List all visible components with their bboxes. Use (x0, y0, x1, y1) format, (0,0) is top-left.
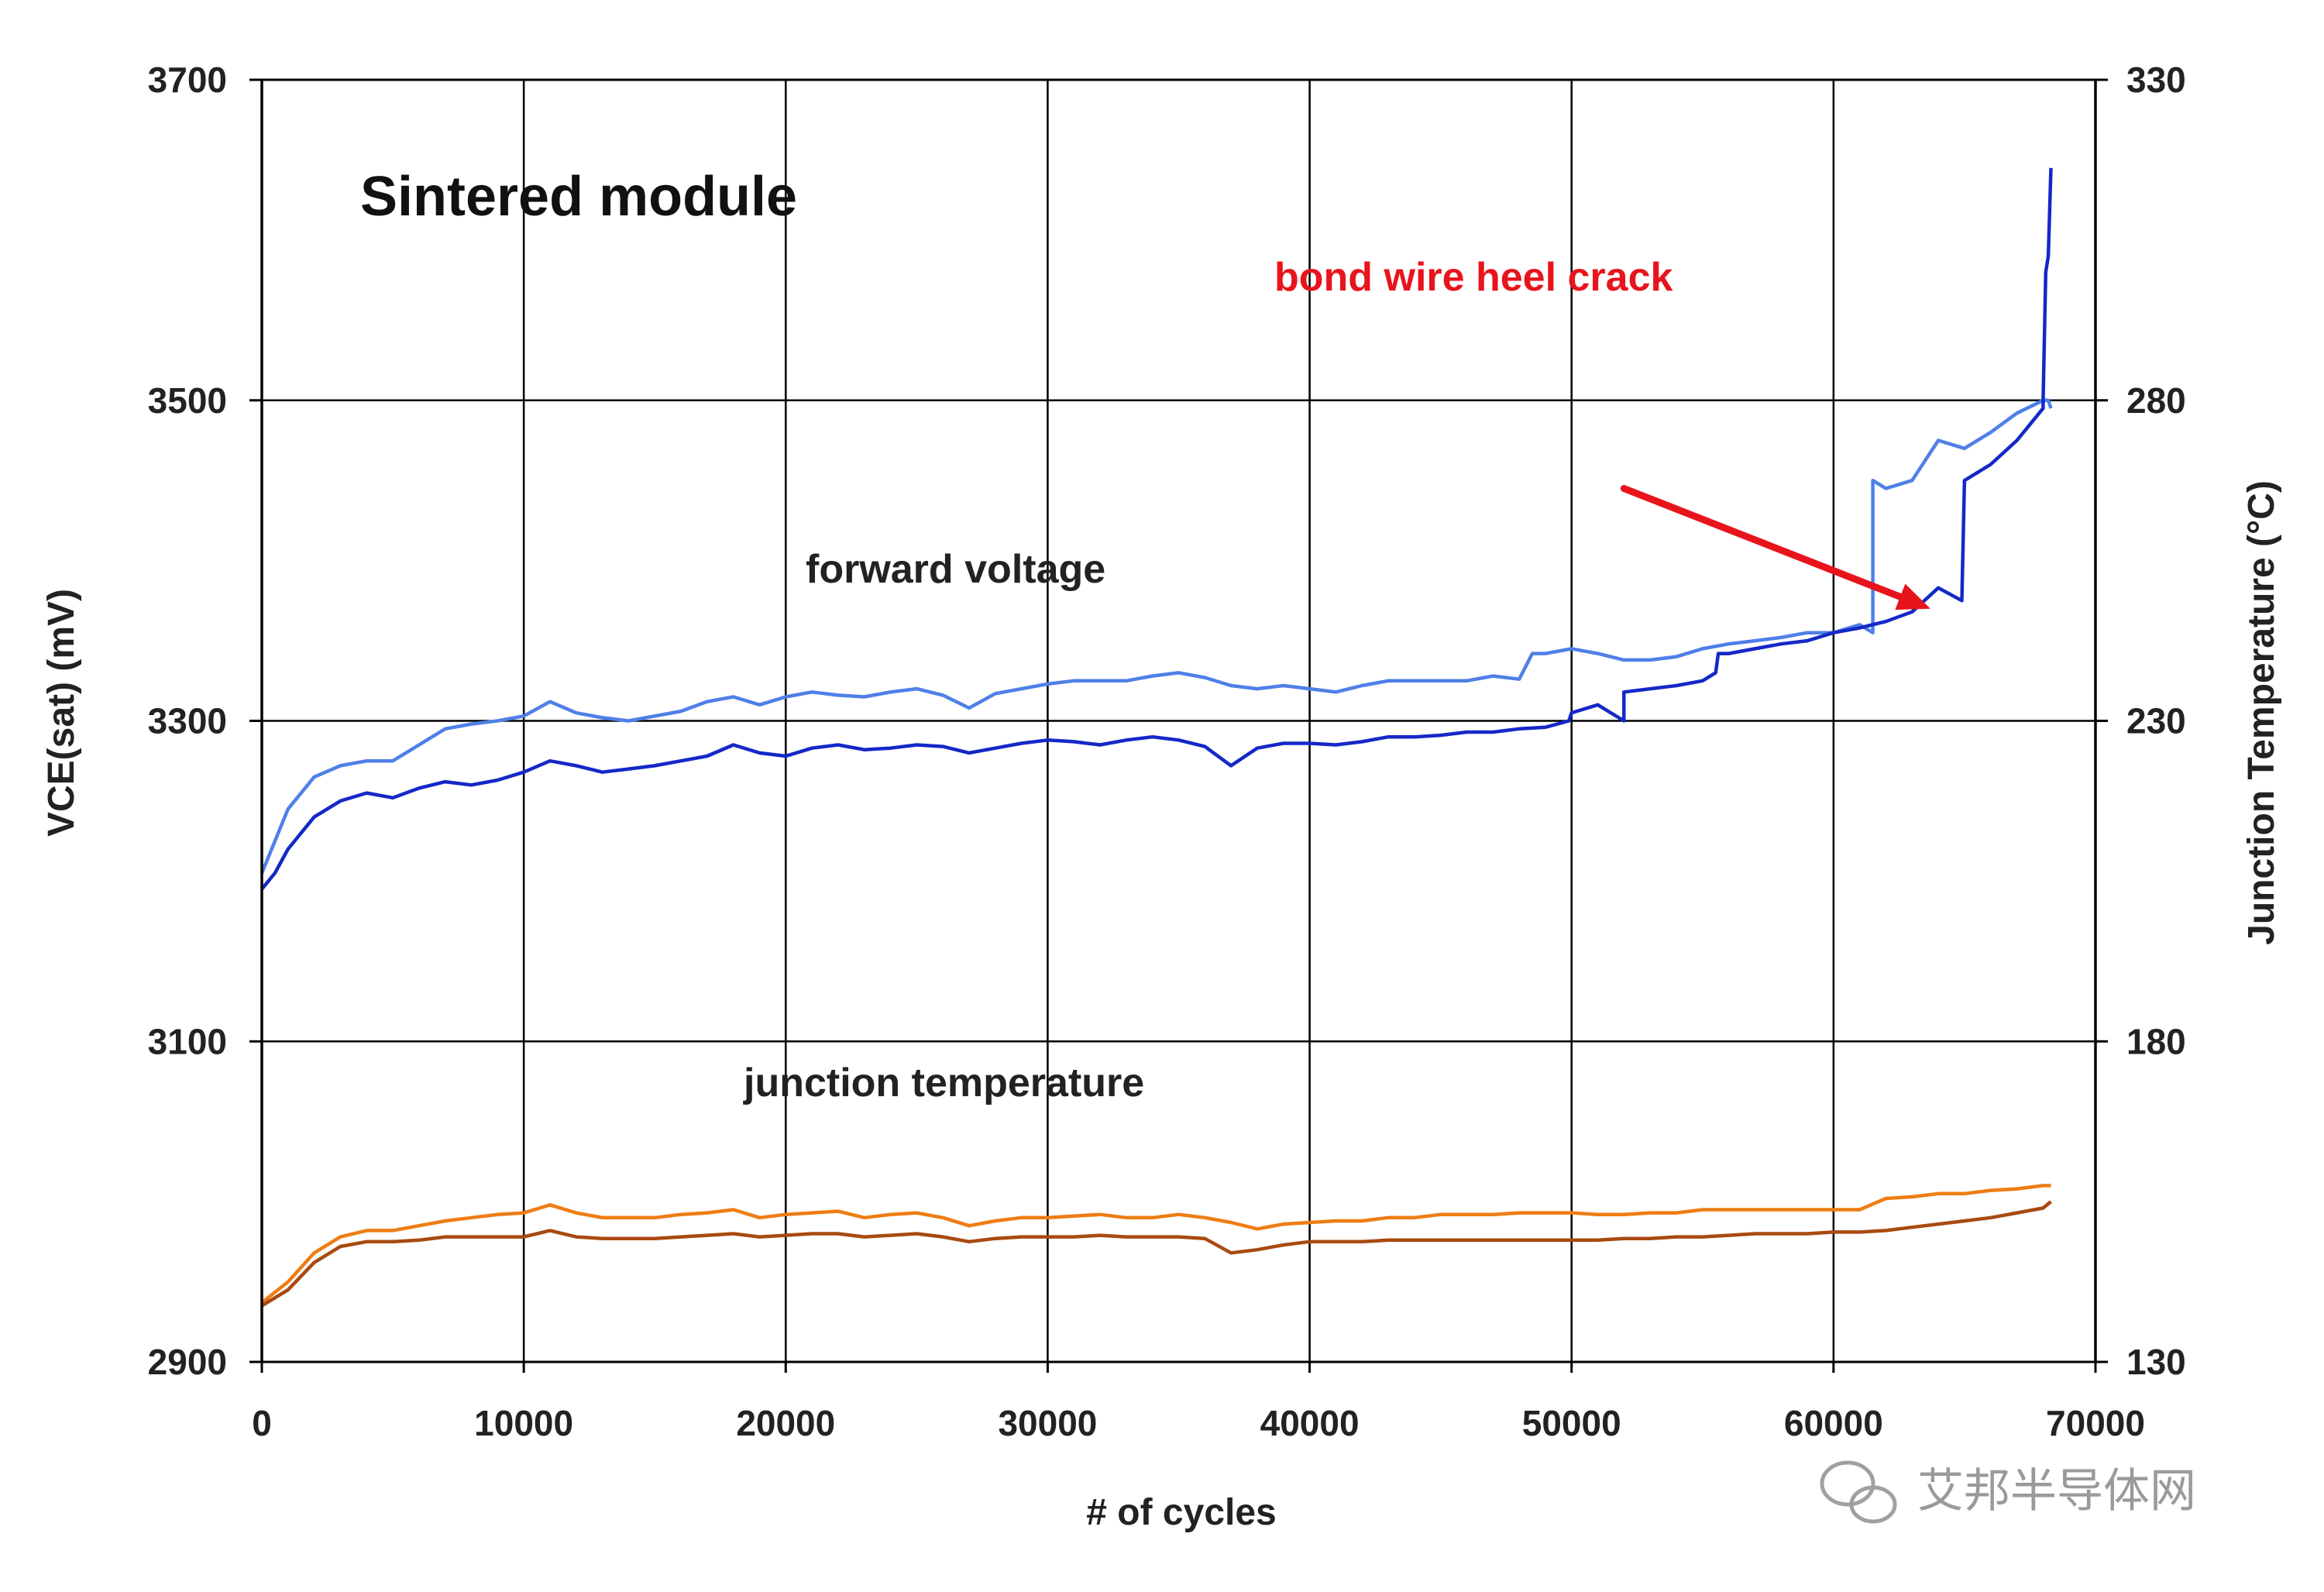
x-tick-label: 20000 (736, 1403, 835, 1443)
x-axis-title: # of cycles (1086, 1492, 1276, 1533)
y2-tick-label: 130 (2126, 1342, 2186, 1382)
axes (249, 78, 2108, 1373)
x-tick-label: 30000 (998, 1403, 1097, 1443)
chart-title: Sintered module (360, 166, 797, 228)
series-line-3 (260, 1200, 2052, 1308)
y2-axis-title: Junction Temperature (°C) (2241, 480, 2282, 945)
y-tick-label: 3500 (148, 380, 227, 421)
forward-voltage-label: forward voltage (806, 547, 1105, 592)
x-tick-label: 0 (252, 1403, 272, 1443)
y-tick-label: 3300 (148, 701, 227, 741)
bond-wire-annotation: bond wire heel crack (1274, 255, 1673, 300)
series-line-0 (260, 398, 2053, 874)
junction-temperature-label: junction temperature (743, 1061, 1144, 1105)
y-axis-title: VCE(sat) (mV) (41, 589, 82, 837)
series-line-2 (260, 1184, 2051, 1305)
y-tick-label: 3700 (148, 60, 227, 100)
x-tick-label: 40000 (1260, 1403, 1360, 1443)
grid (262, 78, 2095, 1363)
arrow-shaft (1620, 485, 1904, 600)
y2-tick-label: 230 (2126, 701, 2186, 741)
watermark: 艾邦半导体网 (1820, 1460, 2196, 1524)
arrow-head (1895, 583, 1930, 610)
y2-tick-label: 330 (2126, 60, 2186, 100)
series-layer (260, 167, 2053, 1308)
wechat-icon (1820, 1460, 1897, 1524)
series-line-1 (260, 167, 2053, 891)
y2-tick-label: 180 (2126, 1021, 2186, 1061)
tick-labels: 0 10000 20000 30000 40000 50000 60000 70000 2900… (148, 60, 2186, 1443)
y-tick-label: 3100 (148, 1021, 227, 1061)
x-tick-label: 70000 (2046, 1403, 2145, 1443)
x-tick-label: 10000 (474, 1403, 573, 1443)
annotation-arrow (1620, 485, 1930, 610)
watermark-text: 艾邦半导体网 (1917, 1464, 2196, 1518)
x-tick-label: 60000 (1784, 1403, 1883, 1443)
x-tick-label: 50000 (1522, 1403, 1621, 1443)
y2-tick-label: 280 (2126, 380, 2186, 421)
y-tick-label: 2900 (148, 1342, 227, 1382)
